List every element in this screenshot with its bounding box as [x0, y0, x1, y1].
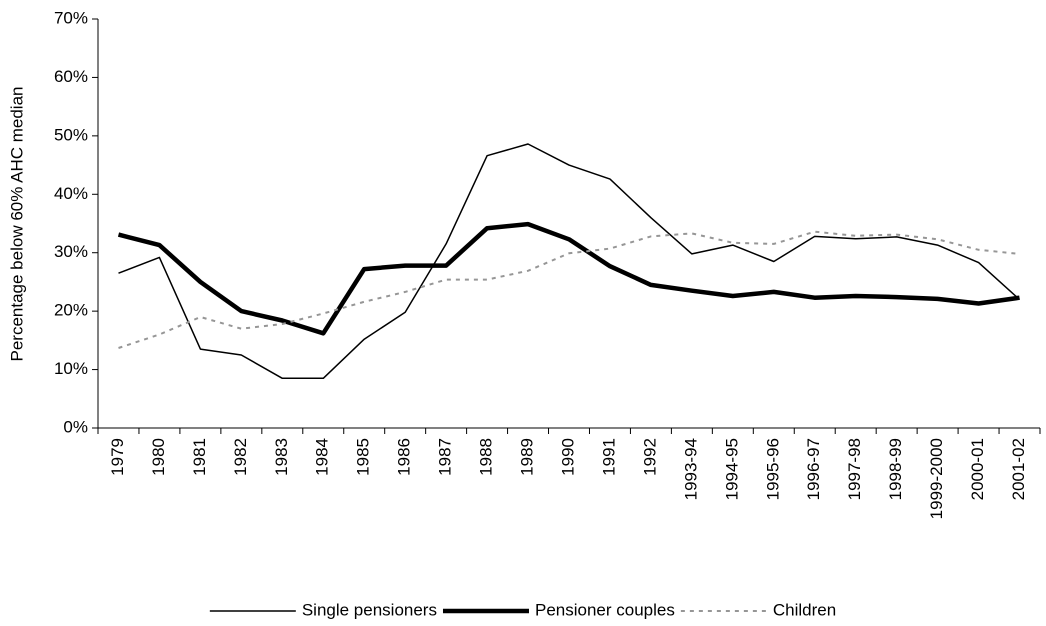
- x-tick-label: 1983: [272, 438, 291, 476]
- x-tick-label: 1979: [108, 438, 127, 476]
- x-tick-label: 1989: [518, 438, 537, 476]
- y-tick-label: 40%: [54, 184, 88, 203]
- x-tick-label: 1987: [436, 438, 455, 476]
- y-tick-label: 10%: [54, 359, 88, 378]
- y-tick-label: 50%: [54, 125, 88, 144]
- legend-label: Children: [773, 600, 836, 619]
- x-tick-label: 1990: [558, 438, 577, 476]
- x-tick-label: 1999-2000: [927, 438, 946, 519]
- x-tick-label: 1996-97: [804, 438, 823, 500]
- x-tick-label: 1988: [477, 438, 496, 476]
- x-tick-label: 1994-95: [722, 438, 741, 500]
- x-tick-label: 1980: [149, 438, 168, 476]
- x-tick-label: 2001-02: [1009, 438, 1028, 500]
- legend-label: Pensioner couples: [535, 600, 675, 619]
- x-tick-label: 1992: [640, 438, 659, 476]
- y-tick-label: 0%: [63, 417, 88, 436]
- y-tick-label: 60%: [54, 67, 88, 86]
- y-axis-label: Percentage below 60% AHC median: [7, 87, 26, 362]
- x-tick-label: 1995-96: [763, 438, 782, 500]
- y-tick-label: 70%: [54, 8, 88, 27]
- y-tick-label: 20%: [54, 301, 88, 320]
- x-tick-label: 1986: [395, 438, 414, 476]
- x-tick-label: 1982: [231, 438, 250, 476]
- x-tick-label: 1998-99: [886, 438, 905, 500]
- x-tick-label: 1991: [599, 438, 618, 476]
- legend-label: Single pensioners: [302, 600, 437, 619]
- series-line: [118, 230, 1020, 349]
- x-tick-label: 1997-98: [845, 438, 864, 500]
- x-tick-label: 1981: [190, 438, 209, 476]
- series-line: [118, 143, 1021, 380]
- x-tick-label: 2000-01: [968, 438, 987, 500]
- x-tick-label: 1984: [313, 438, 332, 476]
- y-tick-label: 30%: [54, 242, 88, 261]
- x-tick-label: 1985: [354, 438, 373, 476]
- series-line: [117, 221, 1020, 336]
- x-tick-label: 1993-94: [681, 438, 700, 500]
